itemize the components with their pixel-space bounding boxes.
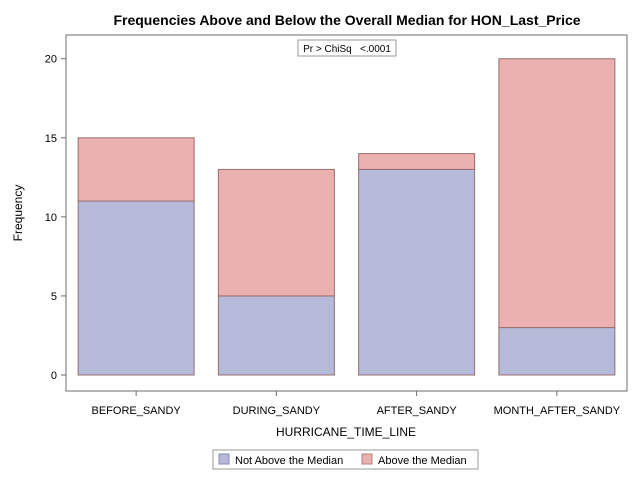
legend: Not Above the Median Above the Median (212, 449, 479, 470)
legend-swatch-above (361, 453, 373, 465)
chart-title: Frequencies Above and Below the Overall … (113, 12, 580, 28)
y-tick-label: 10 (45, 212, 57, 224)
x-axis: BEFORE_SANDY DURING_SANDY AFTER_SANDY MONTH… (92, 391, 621, 417)
x-tick-label: DURING_SANDY (233, 405, 321, 417)
y-tick-label: 15 (45, 133, 57, 145)
bar-during-sandy-series-0 (217, 295, 335, 376)
bar-before-sandy-series-1 (77, 137, 195, 202)
inset-box: Pr > ChiSq <.0001 (297, 39, 397, 57)
legend-label-not-above: Not Above the Median (235, 455, 343, 467)
bar-after-sandy-series-1 (358, 153, 476, 170)
bar-month-after-sandy-series-0 (498, 327, 616, 376)
plot-frame (65, 34, 628, 392)
inset-text: Pr > ChiSq <.0001 (303, 44, 391, 55)
y-tick-label: 5 (51, 291, 57, 303)
bar-before-sandy-series-0 (77, 200, 195, 376)
legend-label-above: Above the Median (378, 455, 467, 467)
y-tick-label: 0 (51, 370, 57, 382)
x-tick-label: MONTH_AFTER_SANDY (494, 405, 621, 417)
bar-month-after-sandy-series-1 (498, 58, 616, 329)
y-axis-label: Frequency (11, 185, 25, 242)
x-tick-label: AFTER_SANDY (377, 405, 458, 417)
bar-after-sandy-series-0 (358, 168, 476, 376)
legend-swatch-not-above (218, 453, 230, 465)
bar-during-sandy-series-1 (217, 168, 335, 297)
bars (77, 58, 616, 376)
y-tick-label: 20 (45, 54, 57, 66)
x-tick-label: BEFORE_SANDY (92, 405, 182, 417)
x-axis-label: HURRICANE_TIME_LINE (276, 425, 416, 439)
y-axis: 0 5 10 15 20 (45, 54, 66, 382)
